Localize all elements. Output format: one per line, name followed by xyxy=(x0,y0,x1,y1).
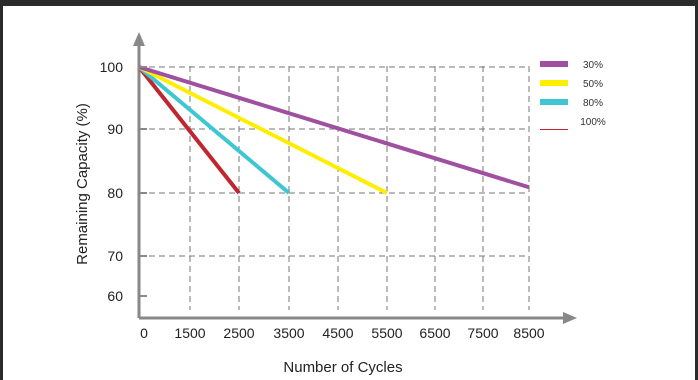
legend-swatch xyxy=(540,61,568,67)
x-tick-label: 4500 xyxy=(322,325,353,341)
series-lines xyxy=(137,65,530,195)
y-tick-labels: 100 90 80 70 60 xyxy=(100,59,147,304)
chart-panel: 0 1500 2500 3500 4500 5500 6500 7500 8500 100 90 8… xyxy=(3,6,695,380)
x-tick-label: 6500 xyxy=(419,325,450,341)
capacity-chart: 0 1500 2500 3500 4500 5500 6500 7500 8500 100 90 8… xyxy=(74,32,606,376)
series-line-30pct xyxy=(138,65,530,190)
legend-swatch xyxy=(540,99,568,105)
legend-label: 80% xyxy=(583,98,603,109)
series-line-100pct xyxy=(137,65,241,195)
x-tick-label: 2500 xyxy=(223,325,254,341)
legend: 30% 50% 80% 100% xyxy=(540,60,606,130)
legend-swatch xyxy=(540,129,568,130)
series-line-50pct xyxy=(138,65,388,195)
y-tick-label: 90 xyxy=(107,121,123,137)
y-axis-arrow-icon xyxy=(133,32,145,46)
legend-swatch xyxy=(540,80,568,86)
x-axis-title: Number of Cycles xyxy=(283,359,402,376)
y-axis-title: Remaining Capacity (%) xyxy=(74,103,91,265)
x-axis-arrow-icon xyxy=(563,312,577,324)
y-tick-label: 100 xyxy=(100,59,124,75)
x-tick-label: 5500 xyxy=(371,325,402,341)
axes xyxy=(133,32,577,324)
series-line-80pct xyxy=(137,65,291,195)
grid-lines xyxy=(139,66,530,310)
x-tick-label: 7500 xyxy=(467,325,498,341)
x-tick-labels: 0 1500 2500 3500 4500 5500 6500 7500 8500 xyxy=(140,325,545,341)
y-tick-label: 60 xyxy=(107,288,123,304)
legend-label: 30% xyxy=(583,60,603,71)
x-tick-label: 1500 xyxy=(174,325,205,341)
x-tick-label: 3500 xyxy=(273,325,304,341)
legend-label: 100% xyxy=(580,117,606,128)
x-tick-label: 0 xyxy=(140,325,148,341)
x-tick-label: 8500 xyxy=(513,325,544,341)
y-tick-label: 70 xyxy=(107,248,123,264)
y-tick-label: 80 xyxy=(107,185,123,201)
legend-label: 50% xyxy=(583,79,603,90)
